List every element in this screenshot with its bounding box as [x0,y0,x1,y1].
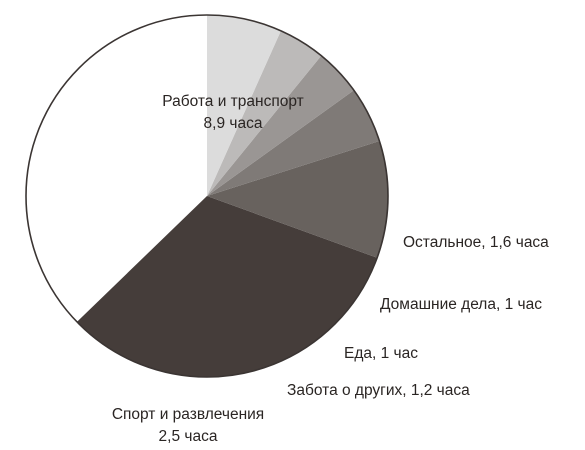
pie-outline [25,14,389,378]
slice-housework [207,30,322,196]
pie-slices [26,14,388,378]
slice-food [207,55,354,196]
label-food: Еда, 1 час [344,345,418,362]
label-work-value: 8,9 часа [204,115,263,132]
label-sleep-value: 7,7 часа [81,215,140,232]
label-sport-name: Спорт и развлечения [112,406,264,423]
label-care: Забота о других, 1,2 часа [287,382,470,399]
slice-sport-leisure [207,140,388,258]
label-other: Остальное, 1,6 часа [403,234,549,251]
slice-sleep [76,196,378,378]
label-work-name: Работа и транспорт [162,93,303,110]
slice-work-transport [26,15,208,322]
label-housework: Домашние дела, 1 час [380,296,542,313]
slice-caring-others [207,90,380,196]
label-sleep-name: Сон [96,192,124,209]
label-sport-value: 2,5 часа [159,428,218,445]
slice-other [207,14,281,196]
